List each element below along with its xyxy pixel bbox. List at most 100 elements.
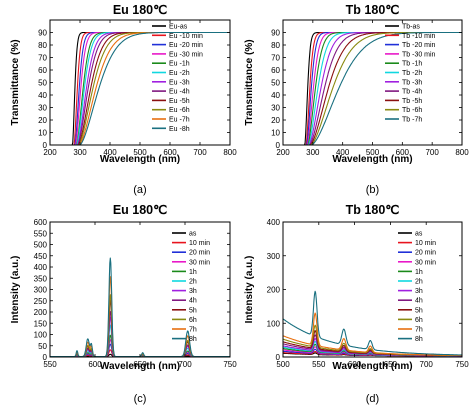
x-tick-label: 600 <box>163 148 177 157</box>
legend-label: Eu -30 min <box>169 51 203 58</box>
legend-label: as <box>189 231 197 238</box>
series-group <box>50 31 230 145</box>
y-tick-label: 350 <box>34 274 48 283</box>
legend: Eu-as Eu -10 min Eu -20 min Eu -30 min Eu -1… <box>152 24 203 133</box>
legend-label: Eu -10 min <box>169 33 203 40</box>
legend-label: 8h <box>415 336 423 343</box>
x-tick-label: 800 <box>223 148 237 157</box>
y-tick-label: 0 <box>276 353 281 362</box>
panel-label: (c) <box>134 393 147 405</box>
y-tick-label: 300 <box>267 252 281 261</box>
x-tick-label: 600 <box>396 148 410 157</box>
y-axis-label: Transmittance (%) <box>244 39 255 125</box>
legend-label: Tb -4h <box>402 89 422 96</box>
x-tick-label: 300 <box>73 148 87 157</box>
legend-label: Eu -3h <box>169 79 190 86</box>
legend-label: 4h <box>189 298 197 305</box>
x-tick-label: 700 <box>425 148 439 157</box>
legend-label: Eu -4h <box>169 89 190 96</box>
x-tick-label: 650 <box>384 360 398 369</box>
y-tick-label: 90 <box>38 29 47 38</box>
y-tick-label: 80 <box>38 41 47 50</box>
y-tick-label: 150 <box>34 319 48 328</box>
chart-panel-2: Eu 180℃ 550 600 650 700 750 0 50 100 150 200 250 300… <box>10 203 237 405</box>
x-tick-label: 750 <box>455 360 469 369</box>
y-tick-label: 40 <box>271 91 280 100</box>
y-tick-label: 200 <box>34 308 48 317</box>
y-tick-label: 90 <box>271 29 280 38</box>
legend-label: 30 min <box>415 259 436 266</box>
y-tick-label: 50 <box>271 79 280 88</box>
legend-label: Eu -20 min <box>169 42 203 49</box>
x-tick-label: 200 <box>43 148 57 157</box>
legend-label: 1h <box>415 269 423 276</box>
legend-label: 5h <box>189 307 197 314</box>
series-line-7 <box>50 311 230 357</box>
y-tick-label: 20 <box>271 116 280 125</box>
legend-label: as <box>415 231 423 238</box>
x-tick-label: 700 <box>193 148 207 157</box>
y-tick-label: 50 <box>38 342 47 351</box>
x-axis-label: Wavelength (nm) <box>332 361 412 372</box>
y-tick-label: 0 <box>276 141 281 150</box>
y-tick-label: 0 <box>43 141 48 150</box>
chart-title: Eu 180℃ <box>113 3 167 17</box>
legend-label: Eu-as <box>169 24 188 31</box>
y-tick-label: 20 <box>38 116 47 125</box>
y-tick-label: 450 <box>34 252 48 261</box>
y-tick-label: 30 <box>271 104 280 113</box>
legend-label: 10 min <box>415 240 436 247</box>
series-line-11 <box>283 290 462 356</box>
legend-label: Tb-as <box>402 24 420 31</box>
x-tick-label: 700 <box>420 360 434 369</box>
x-tick-label: 550 <box>312 360 326 369</box>
chart-title: Tb 180℃ <box>346 203 400 217</box>
legend: Tb-as Tb -10 min Tb -20 min Tb -30 min Tb -1… <box>385 24 436 124</box>
chart-panel-0: Eu 180℃ 200 300 400 500 600 700 800 0 10 20 30 40 50 6… <box>10 3 237 196</box>
y-tick-label: 0 <box>43 353 48 362</box>
y-tick-label: 200 <box>267 286 281 295</box>
y-tick-label: 30 <box>38 104 47 113</box>
legend-label: 7h <box>189 327 197 334</box>
legend-label: 4h <box>415 298 423 305</box>
y-axis-label: Intensity (a.u.) <box>244 256 255 324</box>
series-group <box>50 257 230 357</box>
series-group <box>283 31 462 145</box>
y-tick-label: 250 <box>34 297 48 306</box>
y-tick-label: 600 <box>34 218 48 227</box>
legend-label: Tb -3h <box>402 79 422 86</box>
x-tick-label: 650 <box>133 360 147 369</box>
panel-label: (d) <box>366 393 379 405</box>
legend-label: Eu -8h <box>169 126 190 133</box>
series-line-10 <box>50 276 230 357</box>
chart-title: Eu 180℃ <box>113 203 167 217</box>
legend-label: 10 min <box>189 240 210 247</box>
chart-title: Tb 180℃ <box>346 3 400 17</box>
y-tick-label: 400 <box>267 218 281 227</box>
legend-label: Eu -6h <box>169 107 190 114</box>
x-tick-label: 500 <box>366 148 380 157</box>
legend-label: 5h <box>415 307 423 314</box>
legend-label: Eu -7h <box>169 117 190 124</box>
legend: as 10 min 20 min 30 min 1h 2h 3h 4h 5h 6h 7h 8h <box>398 231 436 343</box>
legend: as 10 min 20 min 30 min 1h 2h 3h 4h 5h 6h 7h 8h <box>172 231 210 343</box>
legend-label: 30 min <box>189 259 210 266</box>
chart-panel-3: Tb 180℃ 500 550 600 650 700 750 0 100 200 300 400 Wa… <box>244 203 469 405</box>
legend-label: Tb -30 min <box>402 51 436 58</box>
legend-label: Tb -10 min <box>402 33 436 40</box>
y-tick-label: 550 <box>34 229 48 238</box>
x-tick-label: 200 <box>276 148 290 157</box>
x-axis-label: Wavelength (nm) <box>100 154 180 165</box>
y-axis-label: Transmittance (%) <box>10 39 21 125</box>
legend-label: 1h <box>189 269 197 276</box>
legend-label: 8h <box>189 336 197 343</box>
y-tick-label: 10 <box>38 129 47 138</box>
x-axis-label: Wavelength (nm) <box>332 154 412 165</box>
y-tick-label: 500 <box>34 241 48 250</box>
legend-label: Tb -6h <box>402 107 422 114</box>
x-tick-label: 750 <box>223 360 237 369</box>
y-tick-label: 60 <box>38 66 47 75</box>
x-tick-label: 300 <box>306 148 320 157</box>
legend-label: Tb -2h <box>402 70 422 77</box>
panel-label: (a) <box>133 184 146 196</box>
